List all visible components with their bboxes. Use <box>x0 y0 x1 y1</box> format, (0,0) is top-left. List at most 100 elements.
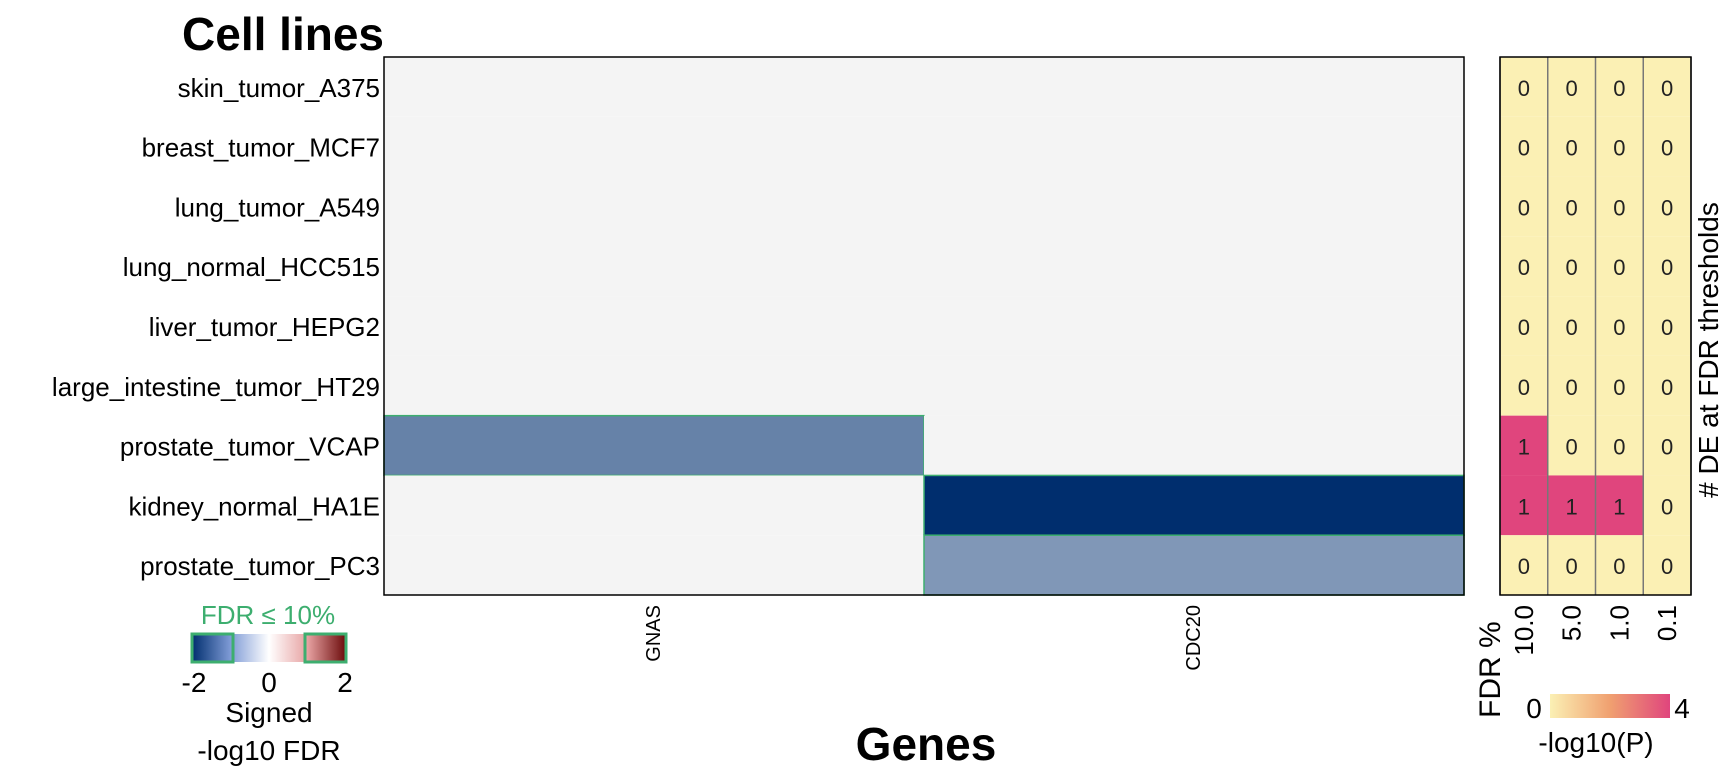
heatmap-cell <box>384 535 924 595</box>
de-column-label: 5.0 <box>1557 605 1587 641</box>
row-label: prostate_tumor_VCAP <box>120 432 380 462</box>
de-cell <box>1547 176 1596 237</box>
de-cell <box>1500 475 1548 536</box>
pvalue-colorbar <box>1550 694 1670 718</box>
pvalue-tick-low: 0 <box>1526 693 1542 724</box>
de-count-label: 0 <box>1661 375 1673 400</box>
de-cell <box>1595 535 1644 595</box>
de-cell <box>1500 236 1548 297</box>
de-count-label: 0 <box>1518 554 1530 579</box>
row-label: prostate_tumor_PC3 <box>140 551 380 581</box>
de-count-label: 0 <box>1566 195 1578 220</box>
de-cell <box>1500 176 1548 237</box>
de-cell <box>1643 236 1691 297</box>
legend-colorbar <box>192 634 346 662</box>
de-cell <box>1643 355 1691 416</box>
de-cell <box>1643 296 1691 356</box>
de-cell <box>1595 236 1644 297</box>
de-column-label: 1.0 <box>1604 605 1634 641</box>
de-cell <box>1547 57 1596 117</box>
heatmap-cell <box>384 475 924 536</box>
legend-title-line1: Signed <box>225 697 312 728</box>
heatmap-cell <box>924 415 1464 476</box>
de-panel-frame <box>1499 56 1692 596</box>
column-label: CDC20 <box>1183 605 1205 671</box>
pvalue-tick-high: 4 <box>1674 693 1690 724</box>
de-cell <box>1500 116 1548 177</box>
heatmap-cell <box>924 236 1464 297</box>
de-cell <box>1547 116 1596 177</box>
de-cell <box>1643 57 1691 117</box>
de-column-label: 10.0 <box>1509 605 1539 656</box>
heatmap-cell <box>924 296 1464 356</box>
row-label: lung_normal_HCC515 <box>123 252 380 282</box>
de-cell <box>1500 535 1548 595</box>
de-column-label: 0.1 <box>1652 605 1682 641</box>
heatmap-cell <box>923 534 1465 596</box>
de-count-label: 1 <box>1518 494 1530 519</box>
de-count-label: 0 <box>1613 136 1625 161</box>
heatmap-cell <box>924 57 1464 117</box>
de-count-label: 0 <box>1566 435 1578 460</box>
heatmap-cell <box>384 176 924 237</box>
heatmap-title: Cell lines <box>182 8 384 60</box>
heatmap-cell <box>923 474 1465 536</box>
de-count-label: 0 <box>1566 255 1578 280</box>
heatmap-cell <box>383 414 925 477</box>
de-count-label: 0 <box>1518 315 1530 340</box>
legend-tick-high: 2 <box>337 667 353 698</box>
de-cell <box>1643 415 1691 476</box>
row-label: kidney_normal_HA1E <box>129 491 380 521</box>
de-count-label: 0 <box>1613 195 1625 220</box>
heatmap-cell <box>924 116 1464 177</box>
de-cell <box>1547 475 1596 536</box>
de-count-label: 0 <box>1566 375 1578 400</box>
de-cell <box>1595 296 1644 356</box>
de-count-label: 0 <box>1661 76 1673 101</box>
de-count-label: 1 <box>1566 494 1578 519</box>
de-cell <box>1595 176 1644 237</box>
de-count-label: 0 <box>1518 255 1530 280</box>
de-count-label: 0 <box>1661 315 1673 340</box>
column-label: GNAS <box>643 605 665 662</box>
de-cell <box>1500 57 1548 117</box>
de-count-label: 0 <box>1661 136 1673 161</box>
legend-threshold-label: FDR ≤ 10% <box>201 600 335 630</box>
de-count-label: 0 <box>1661 435 1673 460</box>
de-count-label: 0 <box>1613 315 1625 340</box>
pvalue-legend: 0 4 -log10(P) <box>1526 693 1690 758</box>
pvalue-legend-title: -log10(P) <box>1538 727 1653 758</box>
legend-tick-low: -2 <box>182 667 207 698</box>
de-cell <box>1643 475 1691 536</box>
de-cell <box>1500 296 1548 356</box>
de-count-label: 0 <box>1661 255 1673 280</box>
de-count-label: 0 <box>1566 136 1578 161</box>
heatmap-cell <box>384 116 924 177</box>
de-cell <box>1595 355 1644 416</box>
signed-fdr-legend: FDR ≤ 10% -2 0 2 Signed -log10 FDR <box>182 600 353 766</box>
de-cell <box>1595 57 1644 117</box>
legend-threshold-box-low <box>190 632 235 664</box>
de-count-label: 0 <box>1613 375 1625 400</box>
de-count-label: 0 <box>1613 435 1625 460</box>
row-label: large_intestine_tumor_HT29 <box>52 372 380 402</box>
de-count-label: 1 <box>1613 494 1625 519</box>
de-count-label: 0 <box>1518 195 1530 220</box>
x-axis-label: Genes <box>856 718 997 768</box>
de-cell <box>1595 116 1644 177</box>
de-cell <box>1643 116 1691 177</box>
legend-title-line2: -log10 FDR <box>197 735 340 766</box>
row-label: liver_tumor_HEPG2 <box>149 312 380 342</box>
de-cell <box>1547 535 1596 595</box>
de-count-label: 0 <box>1518 136 1530 161</box>
de-cell <box>1595 475 1644 536</box>
de-cell <box>1547 415 1596 476</box>
row-label: breast_tumor_MCF7 <box>142 133 380 163</box>
de-cell <box>1500 355 1548 416</box>
legend-threshold-box-high <box>303 632 348 664</box>
heatmap-cell <box>924 355 1464 416</box>
heatmap-cell <box>384 236 924 297</box>
de-count-label: 1 <box>1518 435 1530 460</box>
row-label: lung_tumor_A549 <box>175 192 380 222</box>
